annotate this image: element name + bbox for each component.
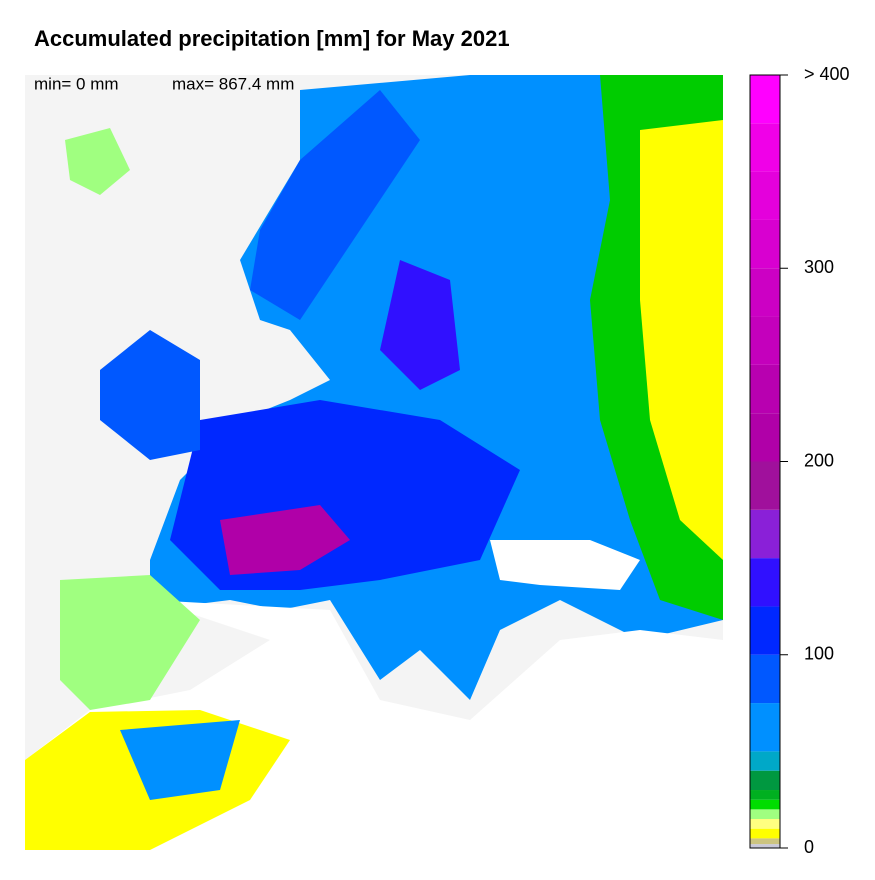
colorbar-band xyxy=(750,316,780,365)
max-label: max= 867.4 mm xyxy=(172,74,294,93)
colorbar-band xyxy=(750,654,780,704)
colorbar-band xyxy=(750,770,780,791)
colorbar-band xyxy=(750,509,780,559)
title: Accumulated precipitation [mm] for May 2… xyxy=(34,26,510,51)
colorbar-tick-label: 0 xyxy=(804,837,814,857)
iceland xyxy=(65,128,130,195)
scandinavia xyxy=(250,90,420,320)
iberia xyxy=(60,575,200,710)
atlas xyxy=(120,720,240,800)
colorbar-band xyxy=(750,606,780,655)
colorbar-tick-label: 100 xyxy=(804,644,834,664)
colorbar-band xyxy=(750,364,780,414)
colorbar-band xyxy=(750,790,780,800)
colorbar-band xyxy=(750,828,780,839)
colorbar-band xyxy=(750,461,780,510)
colorbar-band xyxy=(750,268,780,317)
colorbar-band xyxy=(750,219,780,269)
land-baltic xyxy=(380,260,460,390)
colorbar-band xyxy=(750,75,780,124)
alps-max xyxy=(220,505,350,575)
colorbar-band xyxy=(750,413,780,462)
map xyxy=(25,75,723,850)
colorbar-band xyxy=(750,171,780,220)
colorbar-band xyxy=(750,819,780,829)
colorbar-band xyxy=(750,123,780,172)
british-isles xyxy=(100,330,200,460)
colorbar-band xyxy=(750,799,780,810)
colorbar-band xyxy=(750,844,780,848)
colorbar-tick-label: > 400 xyxy=(804,64,850,84)
colorbar-band xyxy=(750,809,780,820)
colorbar-band xyxy=(750,558,780,607)
min-label: min= 0 mm xyxy=(34,74,119,93)
colorbar-tick-label: 300 xyxy=(804,257,834,277)
land-east-yellow xyxy=(640,120,723,560)
colorbar-band xyxy=(750,751,780,771)
colorbar-tick-label: 200 xyxy=(804,450,834,470)
colorbar-band xyxy=(750,703,780,752)
black-sea xyxy=(490,540,640,590)
colorbar-band xyxy=(750,838,780,845)
